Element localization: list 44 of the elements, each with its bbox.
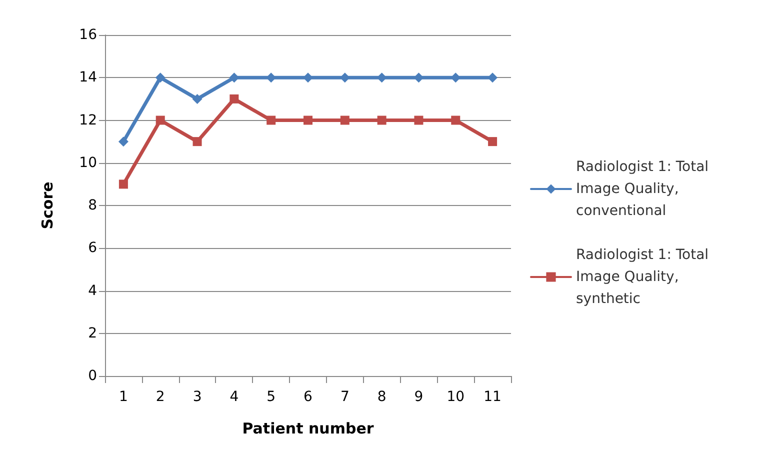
point (377, 116, 386, 125)
y-tick-label: 8 (88, 198, 97, 214)
point (230, 94, 239, 104)
point (229, 72, 240, 83)
point (118, 180, 128, 189)
x-tick-label: 3 (192, 389, 202, 405)
point (266, 116, 276, 125)
legend-label: Radiologist 1: Total Image Quality, synthetic (576, 247, 714, 307)
point (488, 137, 498, 146)
x-axis-title: Patient number (242, 420, 374, 438)
x-tick-label: 8 (377, 389, 386, 405)
y-tick-label: 4 (88, 282, 98, 299)
point (118, 136, 128, 147)
x-tick-label: 7 (340, 389, 350, 405)
point (156, 116, 165, 125)
point (303, 72, 313, 83)
point (450, 72, 461, 83)
point (376, 72, 387, 83)
point (192, 94, 202, 104)
point (155, 72, 166, 83)
y-tick-label: 6 (88, 240, 98, 256)
x-tick-label: 1 (118, 389, 128, 405)
point (451, 116, 460, 125)
point (340, 116, 350, 125)
point (414, 116, 424, 125)
y-tick-label: 0 (88, 368, 97, 384)
legend-label: Radiologist 1: Total Image Quality, conventional (576, 159, 714, 219)
point (414, 72, 424, 83)
y-tick-label: 14 (79, 70, 98, 86)
point (304, 116, 312, 125)
y-tick-label: 2 (88, 325, 97, 342)
y-tick-label: 12 (79, 112, 97, 128)
y-tick-label: 10 (79, 154, 97, 171)
point (192, 137, 202, 146)
x-tick-label: 10 (446, 389, 465, 405)
x-tick-label: 9 (414, 389, 424, 405)
x-tick-label: 2 (156, 389, 165, 405)
y-axis-title: Score (38, 182, 56, 230)
y-tick-label: 16 (79, 27, 98, 43)
x-tick-label: 4 (230, 389, 239, 405)
x-tick-label: 5 (266, 389, 276, 405)
point (488, 72, 498, 83)
x-tick-label: 11 (484, 389, 502, 405)
x-tick-label: 6 (304, 389, 313, 405)
